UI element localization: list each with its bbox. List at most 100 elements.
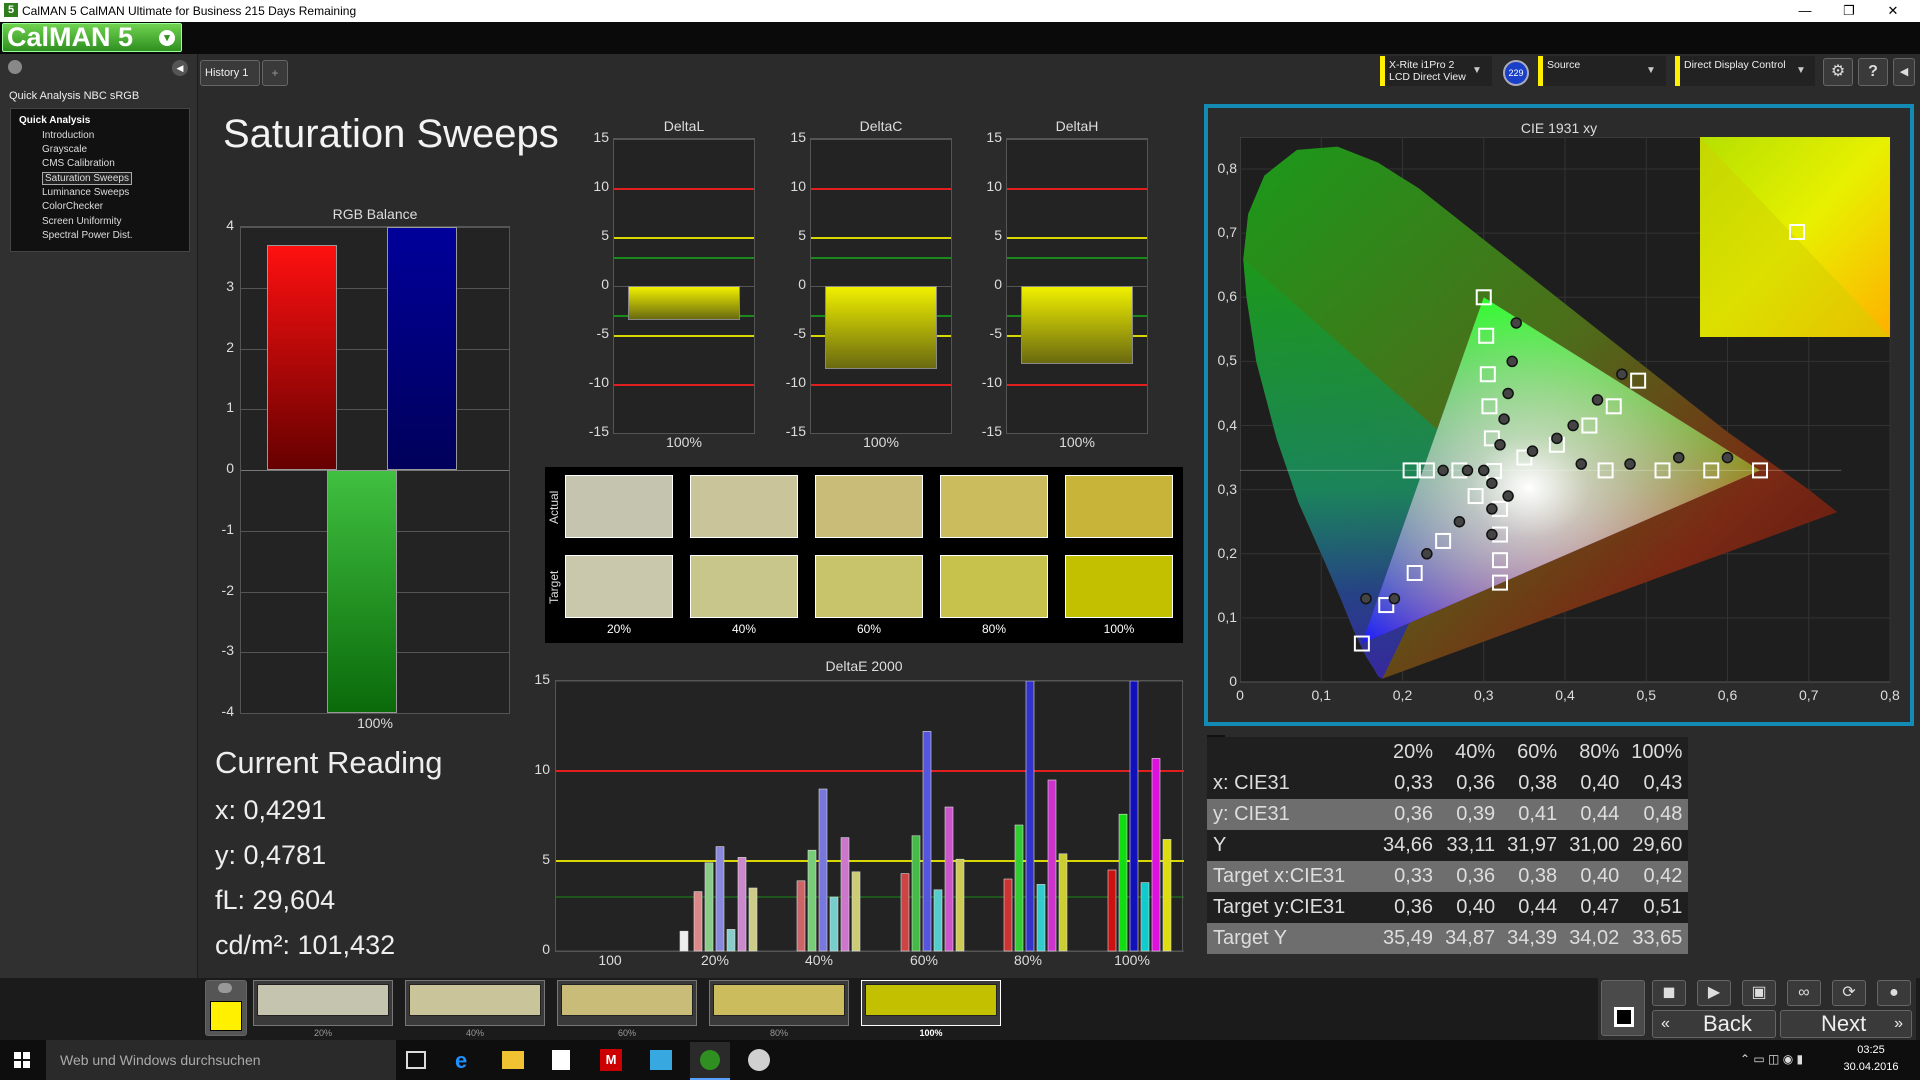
deltae-bar — [1151, 758, 1161, 952]
mcafee-icon[interactable]: M — [600, 1049, 622, 1071]
tray-icons[interactable]: ⌃ ▭ ◫ ◉ ▮ — [1740, 1052, 1804, 1066]
deltae-bar — [944, 806, 954, 952]
sidebar-pin-icon[interactable] — [8, 60, 22, 74]
add-tab-button[interactable]: + — [262, 60, 288, 86]
refresh-icon[interactable]: ⟳ — [1832, 980, 1866, 1006]
rgb-gridline — [241, 713, 509, 714]
stats-cell: 0,40 — [1456, 896, 1496, 918]
meter-selector[interactable]: X-Rite i1Pro 2 LCD Direct View — [1380, 56, 1492, 86]
target-marker — [1516, 449, 1533, 466]
delta-threshold-line — [1007, 256, 1147, 259]
stats-cell: 0,36 — [1394, 896, 1434, 918]
actual-row-label: Actual — [547, 490, 561, 524]
minimize-button[interactable]: — — [1798, 3, 1812, 18]
save-icon[interactable]: ▣ — [1742, 980, 1776, 1006]
delta-gridline — [811, 139, 951, 140]
deltae-bar — [1107, 869, 1117, 952]
delta-threshold-line — [614, 256, 754, 259]
sidebar-item-grayscale[interactable]: Grayscale — [42, 144, 88, 155]
stats-row: Target x:CIE31 0,33 0,36 0,38 0,40 0,42 — [1207, 861, 1689, 892]
close-button[interactable]: ✕ — [1887, 3, 1899, 18]
sidebar-item-saturation-sweeps[interactable]: Saturation Sweeps — [42, 172, 132, 185]
back-button[interactable]: « Back — [1652, 1010, 1776, 1038]
measured-marker — [1486, 503, 1498, 515]
stop-button[interactable] — [1601, 980, 1645, 1036]
settings-gear-icon[interactable]: ⚙ — [1823, 58, 1853, 86]
taskbar: Web und Windows durchsuchen e M ⌃ ▭ ◫ ◉ … — [0, 1040, 1920, 1080]
sidebar-item-spectral-power[interactable]: Spectral Power Dist. — [42, 230, 133, 241]
tree-root[interactable]: Quick Analysis — [19, 115, 91, 126]
rgb-gridline — [241, 348, 509, 350]
source-selector[interactable]: Source — [1538, 56, 1666, 86]
current-patch-swatch — [210, 1001, 242, 1031]
source-dropdown-icon[interactable]: ▼ — [1646, 65, 1656, 76]
stats-header-row: 20% 40% 60% 80% 100% — [1207, 737, 1689, 768]
sweep-patch-tile[interactable]: 60% — [557, 980, 697, 1038]
task-view-icon[interactable] — [406, 1051, 426, 1069]
next-button[interactable]: Next » — [1780, 1010, 1912, 1038]
calman-taskbar-icon[interactable] — [690, 1042, 730, 1080]
display-selector[interactable]: Direct Display Control — [1675, 56, 1815, 86]
record-icon[interactable]: ◼ — [1652, 980, 1686, 1006]
search-box[interactable]: Web und Windows durchsuchen — [46, 1040, 396, 1080]
deltae-xtick-label: 20% — [700, 952, 730, 968]
collapse-sidebar-icon[interactable]: ◀ — [172, 60, 188, 76]
measured-marker — [1575, 458, 1587, 470]
target-marker — [1479, 366, 1496, 383]
sidebar-item-screen-uniformity[interactable]: Screen Uniformity — [42, 216, 122, 227]
delta-threshold-line — [1007, 237, 1147, 239]
deltae-ytick-label: 5 — [542, 851, 550, 867]
display-dropdown-icon[interactable]: ▼ — [1796, 65, 1806, 76]
store-icon[interactable] — [552, 1050, 570, 1070]
file-explorer-icon[interactable] — [502, 1051, 524, 1069]
measured-marker — [1486, 528, 1498, 541]
deltae-xtick-label: 60% — [909, 952, 939, 968]
paint-icon[interactable] — [748, 1049, 770, 1071]
delta-chart-plot — [613, 138, 755, 434]
calman-logo-menu[interactable]: CalMAN 5 ▾ — [2, 23, 182, 52]
stats-cell: 31,00 — [1569, 834, 1620, 856]
loop-icon[interactable]: ∞ — [1787, 980, 1821, 1006]
sweep-patch-tile[interactable]: 20% — [253, 980, 393, 1038]
rgb-gridline — [241, 287, 509, 289]
target-marker — [1752, 462, 1768, 479]
target-marker — [1654, 462, 1671, 479]
target-marker — [1418, 462, 1435, 479]
cie-diagram — [1240, 137, 1891, 683]
meter-badge[interactable]: 229 — [1503, 60, 1529, 86]
measured-marker — [1437, 464, 1449, 477]
sweep-patch-swatch — [865, 984, 997, 1016]
play-icon[interactable]: ▶ — [1697, 980, 1731, 1006]
rgb-ytick-label: 1 — [226, 399, 234, 416]
app-icon-blue[interactable] — [650, 1050, 672, 1070]
swatch-panel: Actual Target 20% 40% 60% 80% 100% — [545, 467, 1183, 643]
tab-history-1[interactable]: History 1 — [200, 60, 260, 86]
stats-cell: 0,40 — [1580, 772, 1620, 794]
maximize-button[interactable]: ❐ — [1843, 3, 1855, 18]
delta-ytick-label: 15 — [986, 129, 1002, 145]
next-arrow-icon: » — [1894, 1015, 1903, 1032]
rgb-bar-red — [267, 245, 337, 470]
patch-color-button[interactable] — [205, 980, 247, 1036]
help-icon[interactable]: ? — [1858, 58, 1888, 86]
sweep-patch-tile[interactable]: 40% — [405, 980, 545, 1038]
sweep-patch-tile[interactable]: 100% — [861, 980, 1001, 1038]
target-swatch — [565, 555, 673, 618]
windows-start-icon[interactable] — [14, 1052, 30, 1068]
delta-ytick-label: -10 — [981, 374, 1002, 390]
sidebar-item-introduction[interactable]: Introduction — [42, 130, 95, 141]
meter-dropdown-icon[interactable]: ▼ — [1472, 65, 1482, 76]
rgb-balance-plot — [240, 226, 510, 714]
reading-x: x: 0,4291 — [215, 795, 327, 825]
options-icon[interactable]: ● — [1877, 980, 1911, 1006]
sweep-patch-tile[interactable]: 80% — [709, 980, 849, 1038]
measured-marker — [1360, 592, 1372, 605]
delta-chart-title: DeltaC — [859, 118, 903, 134]
sidebar-item-colorchecker[interactable]: ColorChecker — [42, 201, 104, 212]
sweep-patch-label: 60% — [617, 1028, 636, 1038]
rgb-ytick-label: -1 — [221, 520, 234, 537]
collapse-right-icon[interactable]: ◀ — [1893, 58, 1915, 86]
sidebar-item-cms-calibration[interactable]: CMS Calibration — [42, 158, 115, 169]
edge-icon[interactable]: e — [455, 1048, 468, 1073]
sidebar-item-luminance-sweeps[interactable]: Luminance Sweeps — [42, 187, 130, 198]
